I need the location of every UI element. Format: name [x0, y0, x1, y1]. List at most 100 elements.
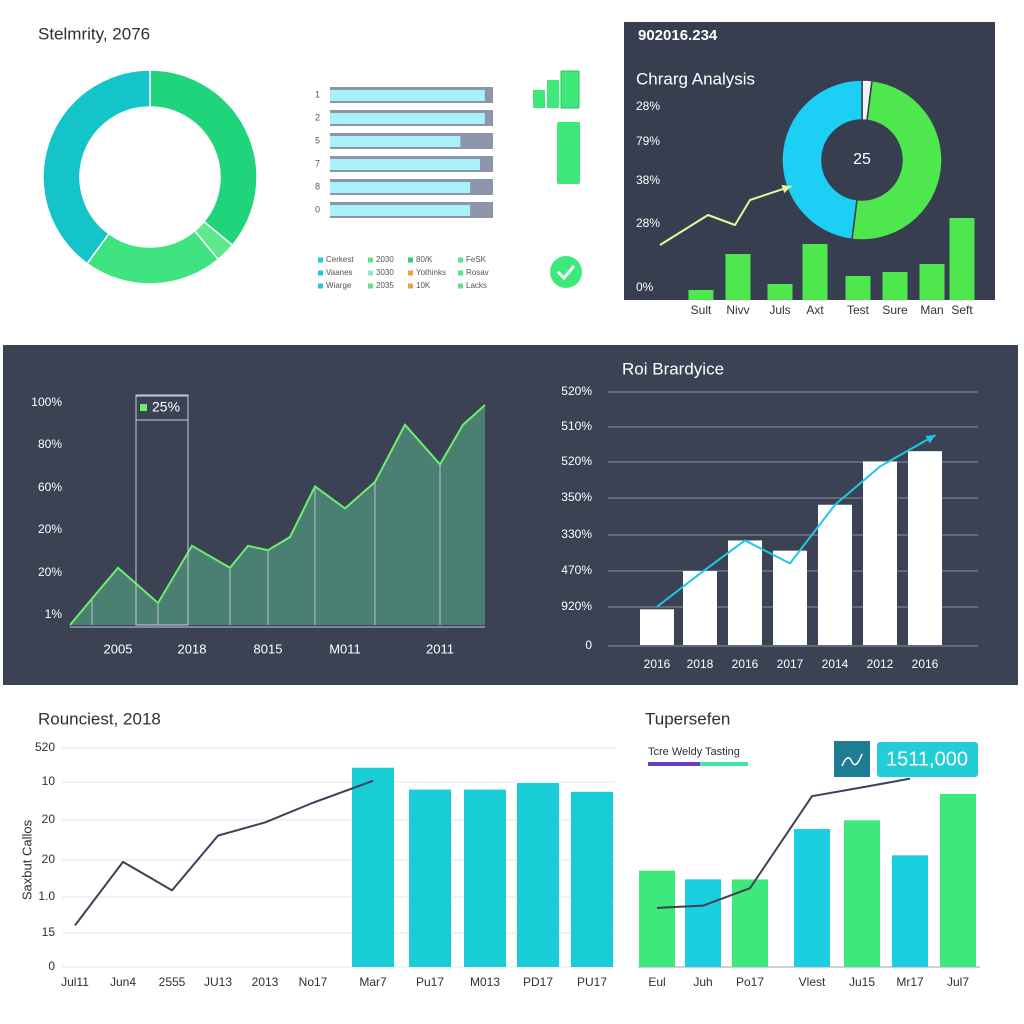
check-icon	[556, 265, 576, 281]
x-tick-label: Po17	[736, 975, 764, 989]
line	[656, 440, 926, 608]
y-tick-label: 0	[315, 204, 320, 214]
y-tick-label: 20%	[38, 522, 62, 536]
y-tick-label: 2	[315, 112, 320, 122]
y-tick-label: 520%	[561, 454, 592, 468]
line	[74, 779, 374, 926]
x-tick-label: 2016	[644, 657, 671, 671]
legend-label: 80/K	[416, 255, 433, 264]
legend-label: Lacks	[466, 281, 487, 290]
legend-swatch	[368, 270, 373, 276]
chart-title: Chrarg Analysis	[636, 69, 755, 88]
kpi-box	[877, 742, 978, 777]
y-tick-label: 0	[585, 638, 592, 652]
annotation-swatch	[140, 404, 147, 411]
x-tick-label: 2016	[732, 657, 759, 671]
icon	[841, 753, 863, 767]
y-tick-label: 7	[315, 158, 320, 168]
legend-label: Cerkest	[326, 255, 354, 264]
x-tick-label: 2005	[104, 641, 133, 656]
check-icon	[550, 256, 582, 288]
x-tick-label: Sure	[882, 303, 908, 317]
legend-label: 3030	[376, 268, 394, 277]
x-tick-label: 2012	[867, 657, 894, 671]
legend-label: 10K	[416, 281, 431, 290]
x-tick-label: PD17	[523, 975, 553, 989]
x-tick-label: Jun4	[110, 975, 136, 989]
legend-label: Vaanes	[326, 268, 353, 277]
bar	[330, 113, 485, 124]
bar	[330, 159, 480, 170]
x-tick-label: 2018	[687, 657, 714, 671]
bar	[908, 451, 942, 645]
y-tick-label: 0	[48, 959, 55, 973]
legend-label: Rosav	[466, 268, 489, 277]
chart-title: Stelmrity, 2076	[38, 24, 150, 43]
legend-swatch	[458, 283, 463, 289]
bar	[845, 276, 871, 300]
chart-title: Rounciest, 2018	[38, 709, 161, 728]
y-tick-label: 1	[315, 89, 320, 99]
header: 902016.234	[638, 27, 718, 44]
bar	[949, 218, 975, 300]
y-tick-label: 330%	[561, 527, 592, 541]
y-tick-label: 920%	[561, 599, 592, 613]
bar	[685, 879, 721, 967]
y-tick-label: 20%	[38, 565, 62, 579]
bar	[639, 870, 675, 967]
legend-label: 2030	[376, 255, 394, 264]
chart-title: Roi Brardyice	[622, 359, 724, 378]
donut-slice	[42, 69, 151, 265]
annotation: 25%	[152, 399, 180, 415]
x-tick-label: Sult	[691, 303, 712, 317]
bar	[818, 504, 852, 645]
y-tick-label: 38%	[636, 173, 660, 187]
x-tick-label: Jul11	[61, 975, 89, 989]
bar	[882, 272, 908, 300]
icon	[533, 90, 545, 108]
x-tick-label: No17	[299, 975, 328, 989]
x-tick-label: M013	[470, 975, 500, 989]
y-tick-label: 350%	[561, 490, 592, 504]
legend-label: Yothinks	[416, 268, 446, 277]
icon	[557, 122, 580, 184]
legend-swatch	[700, 762, 748, 766]
donut-center-label: 25	[853, 151, 871, 168]
x-tick-label: Juh	[693, 975, 712, 989]
x-tick-label: Mr17	[896, 975, 924, 989]
bar	[517, 783, 559, 967]
bar	[330, 205, 471, 216]
y-tick-label: 20	[42, 812, 56, 826]
icon	[560, 70, 580, 109]
bar	[728, 540, 762, 645]
bar	[844, 820, 880, 967]
kpi-value: 1511,000	[886, 748, 968, 770]
x-tick-label: 2011	[426, 641, 454, 656]
x-tick-label: 2014	[822, 657, 849, 671]
line	[656, 777, 911, 909]
icon	[834, 741, 870, 777]
legend-swatch	[318, 283, 323, 289]
donut-slice	[781, 79, 863, 241]
legend-swatch	[458, 270, 463, 276]
x-tick-label: Test	[847, 303, 870, 317]
y-tick-label: 0%	[636, 280, 654, 294]
x-tick-label: 2555	[159, 975, 186, 989]
donut-slice	[149, 69, 258, 247]
x-tick-label: Eul	[648, 975, 665, 989]
y-tick-label: 100%	[31, 395, 62, 409]
y-tick-label: 1.0	[38, 889, 55, 903]
bar	[640, 609, 674, 645]
bar	[773, 550, 807, 645]
bar	[409, 789, 451, 967]
y-tick-label: 10	[42, 774, 56, 788]
bar	[940, 793, 976, 967]
y-tick-label: 510%	[561, 419, 592, 433]
y-tick-label: 28%	[636, 99, 660, 113]
bar	[330, 182, 471, 193]
chart-title: Tupersefen	[645, 709, 730, 728]
bar	[330, 90, 485, 101]
legend-label: Tcre Weldy Tasting	[648, 746, 740, 758]
